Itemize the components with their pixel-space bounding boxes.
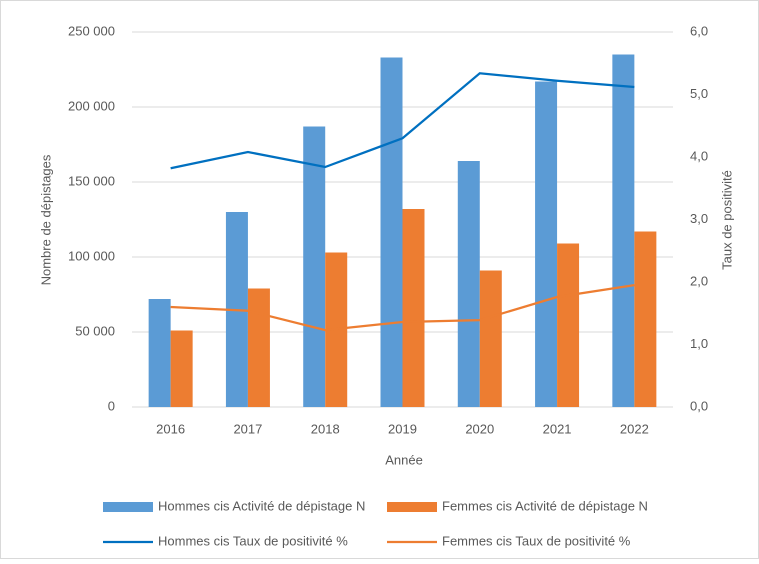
y-tick-label: 100 000	[68, 248, 115, 263]
y-axis-title: Nombre de dépistages	[38, 154, 53, 285]
bar	[557, 243, 580, 407]
y-tick-label: 50 000	[75, 323, 115, 338]
legend-label: Hommes cis Taux de positivité %	[158, 533, 348, 548]
y2-axis-title: Taux de positivité	[719, 170, 734, 270]
y2-tick-label: 1,0	[690, 336, 708, 351]
bar	[612, 54, 635, 407]
y-tick-label: 150 000	[68, 173, 115, 188]
y2-tick-label: 5,0	[690, 86, 708, 101]
bar	[634, 231, 657, 407]
bar	[303, 126, 326, 407]
bar	[170, 330, 193, 407]
bar	[380, 57, 403, 407]
x-axis-title: Année	[385, 452, 423, 467]
x-tick-label: 2021	[543, 421, 572, 436]
y2-tick-label: 3,0	[690, 211, 708, 226]
y-tick-label: 0	[108, 398, 115, 413]
y2-tick-label: 0,0	[690, 398, 708, 413]
legend-swatch	[103, 502, 153, 512]
y-tick-label: 200 000	[68, 98, 115, 113]
y2-tick-label: 4,0	[690, 148, 708, 163]
y2-tick-label: 2,0	[690, 273, 708, 288]
legend-swatch	[387, 502, 437, 512]
bar	[479, 270, 502, 407]
x-tick-label: 2018	[311, 421, 340, 436]
x-tick-label: 2017	[233, 421, 262, 436]
x-tick-label: 2020	[465, 421, 494, 436]
y-tick-label: 250 000	[68, 23, 115, 38]
legend-label: Hommes cis Activité de dépistage N	[158, 498, 365, 513]
bar	[402, 209, 425, 407]
legend-label: Femmes cis Taux de positivité %	[442, 533, 631, 548]
x-tick-label: 2022	[620, 421, 649, 436]
bar	[535, 81, 558, 407]
bar	[247, 288, 270, 407]
bar	[148, 299, 171, 407]
y2-tick-label: 6,0	[690, 23, 708, 38]
line-series	[170, 72, 635, 170]
x-tick-label: 2019	[388, 421, 417, 436]
x-tick-label: 2016	[156, 421, 185, 436]
legend-label: Femmes cis Activité de dépistage N	[442, 498, 648, 513]
line-series	[170, 284, 635, 332]
bar	[457, 161, 480, 407]
